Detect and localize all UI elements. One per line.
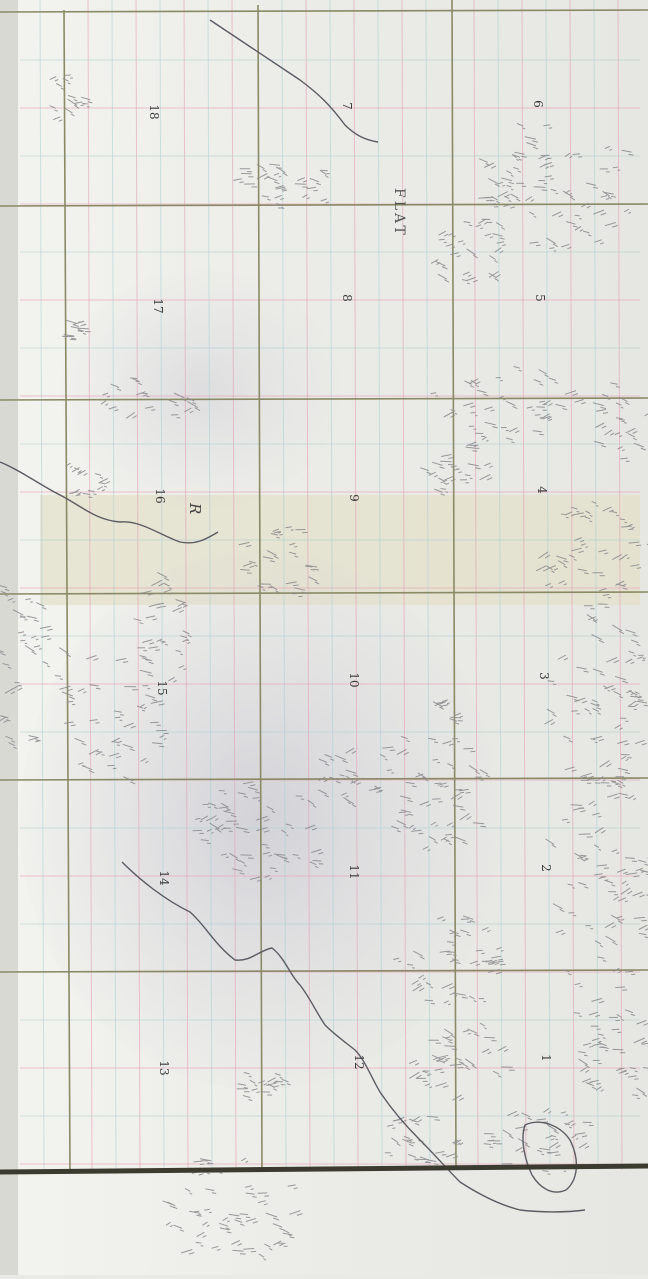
place-label-flat: FLAT — [391, 188, 407, 238]
section-number-label: 3 — [537, 672, 551, 680]
paper-shade-2 — [60, 270, 340, 510]
section-number-label: 13 — [157, 1060, 171, 1075]
section-number-label: 18 — [147, 104, 161, 119]
section-number-label: 4 — [535, 486, 549, 494]
section-number-label: 6 — [531, 100, 545, 108]
section-number-label: 5 — [533, 294, 547, 302]
section-number-label: 11 — [347, 864, 361, 879]
place-label-river: R — [186, 502, 204, 514]
paper-left-fold — [0, 0, 18, 1275]
section-number-label: 1 — [539, 1054, 553, 1062]
section-number-label: 15 — [155, 680, 169, 695]
section-number-label: 9 — [347, 494, 361, 502]
section-number-label: 7 — [340, 102, 354, 110]
section-number-label: 10 — [347, 672, 361, 687]
section-number-label: 2 — [539, 864, 553, 872]
section-number-label: 14 — [157, 870, 171, 886]
section-number-label: 17 — [151, 298, 165, 313]
section-number-label: 16 — [153, 488, 167, 503]
section-number-label: 12 — [352, 1054, 366, 1069]
section-number-label: 8 — [340, 294, 354, 302]
